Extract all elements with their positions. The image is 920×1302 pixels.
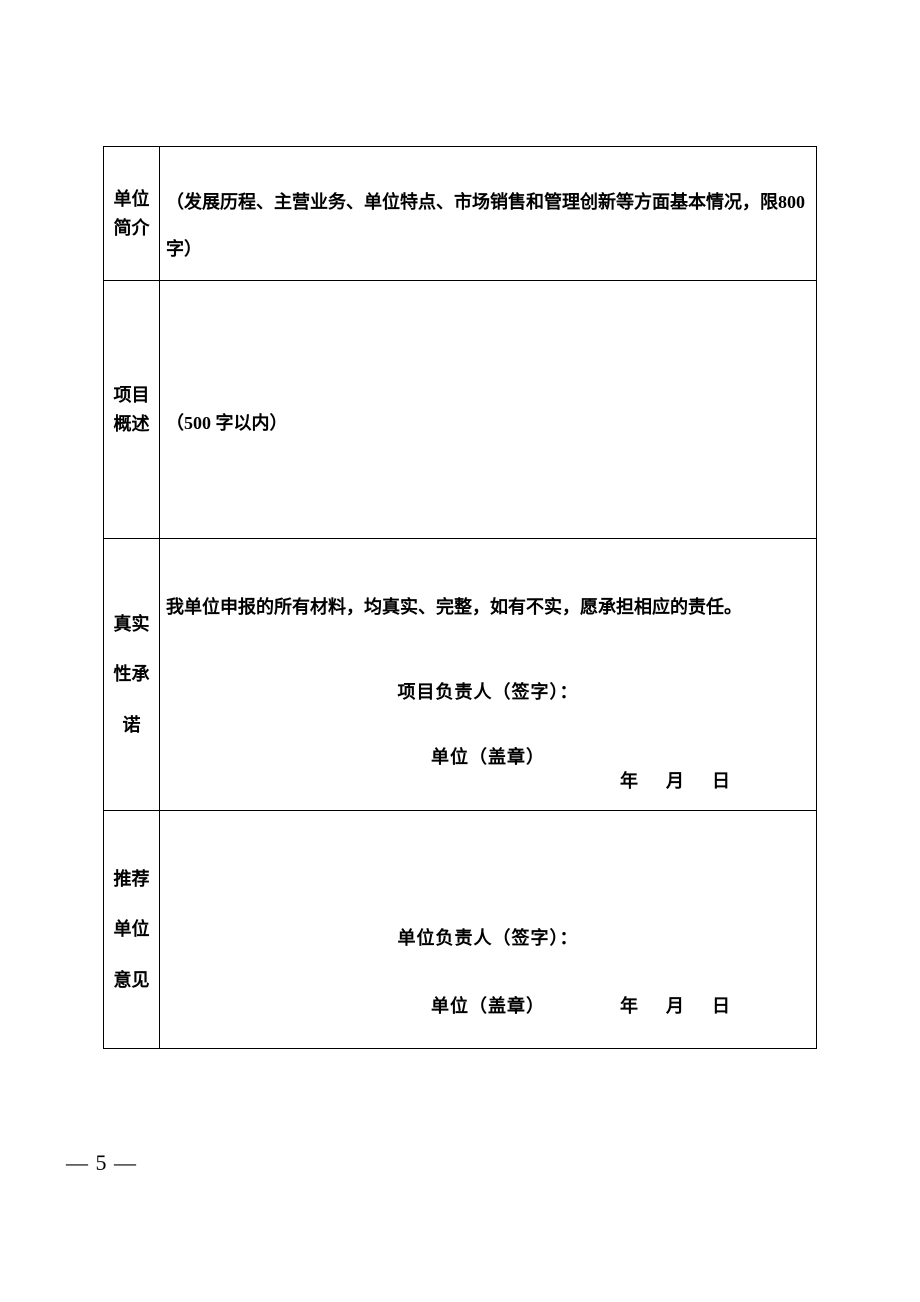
form-table: 单位简介 （发展历程、主营业务、单位特点、市场销售和管理创新等方面基本情况，限8… — [103, 146, 817, 1049]
row-unit-intro: 单位简介 （发展历程、主营业务、单位特点、市场销售和管理创新等方面基本情况，限8… — [104, 147, 817, 281]
content-project-summary: （500 字以内） — [160, 281, 817, 539]
date-authenticity: 年月日 — [620, 767, 730, 796]
label-unit-intro: 单位简介 — [104, 147, 160, 281]
label-recommendation: 推荐单位意见 — [104, 811, 160, 1049]
content-recommendation: 单位负责人（签字）： 单位（盖章） 年月日 — [160, 811, 817, 1049]
label-authenticity: 真实性承诺 — [104, 539, 160, 811]
date-day-label-2: 日 — [712, 992, 730, 1018]
label-project-summary: 项目概述 — [104, 281, 160, 539]
row-recommendation: 推荐单位意见 单位负责人（签字）： 单位（盖章） 年月日 — [104, 811, 817, 1049]
text-project-summary: （500 字以内） — [166, 409, 810, 435]
date-month-label-2: 月 — [666, 992, 684, 1018]
content-authenticity: 我单位申报的所有材料，均真实、完整，如有不实，愿承担相应的责任。 项目负责人（签… — [160, 539, 817, 811]
row-project-summary: 项目概述 （500 字以内） — [104, 281, 817, 539]
statement-authenticity: 我单位申报的所有材料，均真实、完整，如有不实，愿承担相应的责任。 — [166, 593, 810, 622]
row-authenticity: 真实性承诺 我单位申报的所有材料，均真实、完整，如有不实，愿承担相应的责任。 项… — [104, 539, 817, 811]
content-unit-intro: （发展历程、主营业务、单位特点、市场销售和管理创新等方面基本情况，限800 字） — [160, 147, 817, 281]
sig-person-authenticity: 项目负责人（签字）： — [166, 678, 810, 707]
date-day-label: 日 — [712, 767, 730, 796]
sig-person-recommendation: 单位负责人（签字）： — [166, 924, 810, 950]
text-unit-intro: （发展历程、主营业务、单位特点、市场销售和管理创新等方面基本情况，限800 字） — [166, 179, 810, 273]
page-number: ― 5 ― — [66, 1150, 137, 1176]
date-recommendation: 年月日 — [620, 992, 730, 1018]
date-month-label: 月 — [666, 767, 684, 796]
date-year-label-2: 年 — [620, 992, 638, 1018]
date-year-label: 年 — [620, 767, 638, 796]
